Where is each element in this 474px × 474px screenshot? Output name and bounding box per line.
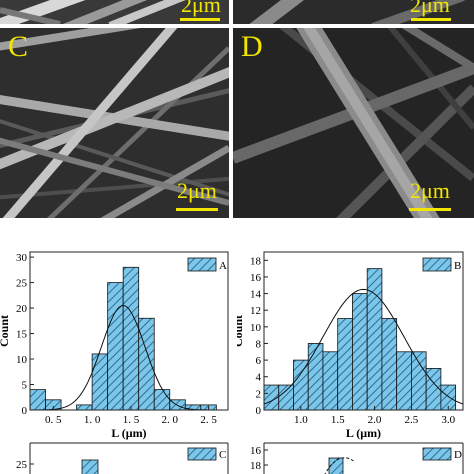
histogram-bar — [366, 268, 383, 411]
y-tick-label: 12 — [250, 305, 261, 317]
x-tick-label: 2. 0 — [162, 414, 179, 426]
plot-frame — [263, 251, 464, 411]
x-axis-label: L (μm) — [111, 426, 146, 440]
histogram-bar — [411, 351, 427, 411]
y-tick-label: 4 — [256, 372, 262, 384]
sem-panel-b: 2μm — [233, 0, 474, 24]
legend-label: D — [454, 449, 462, 461]
y-tick-label: 0 — [256, 405, 262, 417]
histogram-bar — [138, 317, 155, 411]
y-tick-label: 16 — [250, 445, 262, 457]
gaussian-fit-curve — [263, 288, 464, 405]
fiber-image-a — [0, 0, 229, 24]
sem-panel-c: C 2μm — [0, 28, 229, 218]
sem-panel-d: D 2μm — [233, 28, 474, 218]
y-tick-label: 2 — [256, 388, 262, 400]
x-axis-label: L (μm) — [346, 426, 381, 440]
histogram-bar — [307, 343, 324, 411]
histogram-c: 25 C — [16, 442, 229, 474]
histogram-a: 0 5 10 15 20 25 30 0. 5 1. 0 1. 5 2. 0 2. 5 L (μm) Co… — [0, 251, 229, 440]
scale-bar-a — [180, 18, 220, 21]
y-tick-label: 15 — [16, 329, 28, 341]
x-tick-label: 3.0 — [441, 414, 455, 426]
y-tick-label: 25 — [16, 278, 28, 290]
histogram-bar — [278, 384, 294, 411]
scale-label-b: 2μm — [410, 0, 450, 17]
fiber-image-d — [233, 28, 474, 218]
histogram-bar — [153, 389, 171, 411]
x-tick-label: 2.0 — [368, 414, 382, 426]
histogram-bar — [29, 389, 46, 411]
plot-frame — [29, 251, 229, 411]
y-tick-label: 20 — [16, 303, 28, 315]
legend-label: B — [454, 260, 461, 272]
histogram-bar — [322, 351, 339, 411]
x-tick-label: 1. 0 — [84, 414, 101, 426]
fiber-image-c — [0, 28, 229, 218]
panel-label-d: D — [241, 30, 263, 63]
histogram-bar — [107, 282, 124, 411]
scale-bar-c — [176, 208, 218, 211]
y-tick-label: 10 — [16, 354, 28, 366]
y-tick-label: 14 — [250, 289, 262, 301]
y-axis-label: Count — [237, 315, 245, 347]
scale-bar-d — [409, 208, 451, 211]
scale-label-c: 2μm — [177, 178, 217, 203]
scale-label-a: 2μm — [181, 0, 221, 17]
scale-label-d: 2μm — [410, 178, 450, 203]
histogram-bar — [352, 293, 368, 411]
y-tick-label: 8 — [256, 338, 262, 350]
legend-swatch — [187, 257, 217, 272]
y-tick-label: 5 — [22, 380, 28, 392]
y-axis-label: Count — [0, 315, 11, 347]
x-tick-label: 0. 5 — [45, 414, 62, 426]
x-tick-label: 1.5 — [331, 414, 345, 426]
histogram-bar — [337, 318, 353, 411]
y-tick-label: 6 — [256, 355, 262, 367]
sem-panel-a: 2μm — [0, 0, 229, 24]
gaussian-fit-curve — [324, 457, 356, 474]
y-tick-label: 25 — [16, 459, 28, 471]
y-tick-label: 10 — [250, 322, 262, 334]
y-tick-label: 30 — [16, 252, 28, 264]
y-tick-label: 16 — [250, 272, 262, 284]
histogram-bar — [396, 351, 412, 411]
panel-label-c: C — [8, 30, 29, 63]
histogram-bar — [425, 368, 442, 411]
scale-bar-b — [411, 18, 451, 21]
histogram-d: 16 18 D — [250, 442, 464, 474]
histogram-bar — [381, 318, 398, 411]
x-tick-label: 2. 5 — [200, 414, 217, 426]
x-tick-label: 1.0 — [294, 414, 308, 426]
histogram-bar — [122, 266, 140, 411]
legend-swatch — [422, 447, 452, 461]
histogram-bar — [328, 457, 344, 474]
histogram-bar — [76, 404, 93, 411]
histogram-bar — [91, 353, 109, 411]
histogram-bar — [81, 459, 99, 474]
y-tick-label: 0 — [22, 405, 28, 417]
legend-label: A — [219, 260, 227, 272]
histogram-b: 0 2 4 6 8 10 12 14 16 18 1.0 1.5 2.0 2.5 3.0 L (μm) Coun… — [237, 251, 464, 440]
y-tick-label: 18 — [250, 255, 262, 267]
y-tick-label: 18 — [250, 460, 262, 472]
legend-swatch — [187, 447, 217, 461]
x-tick-label: 1. 5 — [123, 414, 140, 426]
legend-label: C — [219, 449, 226, 461]
histogram-bar — [293, 359, 309, 411]
legend-swatch — [422, 257, 452, 272]
x-tick-label: 2.5 — [405, 414, 419, 426]
